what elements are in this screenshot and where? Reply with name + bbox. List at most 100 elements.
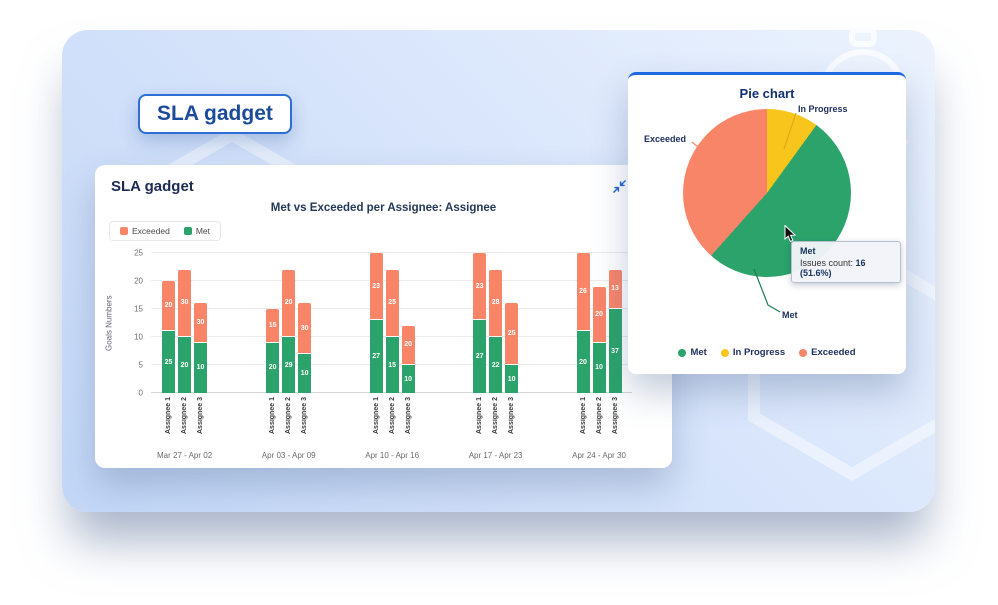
pie-label-met: Met <box>782 310 798 320</box>
y-tick-label: 0 <box>138 388 143 398</box>
stacked-bar[interactable]: 13 37 <box>608 269 622 393</box>
legend-item[interactable]: Met <box>183 226 210 236</box>
met-segment[interactable]: 15 <box>385 337 399 393</box>
legend-swatch <box>120 227 128 235</box>
stacked-bar[interactable]: 20 29 <box>282 269 296 393</box>
stacked-bar[interactable]: 25 10 <box>505 303 519 393</box>
exceeded-segment[interactable]: 28 <box>489 269 503 337</box>
stacked-bar[interactable]: 23 27 <box>473 253 487 393</box>
legend-label: Met <box>690 347 707 358</box>
assignee-label: Assignee 2 <box>492 397 500 434</box>
y-tick-label: 5 <box>138 360 143 370</box>
exceeded-segment[interactable]: 25 <box>505 303 519 365</box>
met-segment[interactable]: 29 <box>282 337 296 393</box>
tooltip-value: 16 (51.6%) <box>800 258 866 278</box>
grid-line: 25 <box>134 249 632 258</box>
legend-item[interactable]: Exceeded <box>799 347 856 358</box>
assignee-label: Assignee 2 <box>595 397 603 434</box>
y-axis-label: Goals Numbers <box>104 295 114 351</box>
legend-label: Exceeded <box>811 347 856 358</box>
pie-label-in-progress: In Progress <box>798 104 848 114</box>
assignee-label: Assignee 1 <box>579 397 587 434</box>
met-segment[interactable]: 20 <box>576 331 590 393</box>
met-segment[interactable]: 27 <box>473 320 487 393</box>
bar-group: 20 25 30 20 30 10 Assignee 1 Assignee 2 Assignee… <box>157 253 212 460</box>
bar-group: 23 27 28 22 25 10 Assignee 1 Assignee 2 Assignee… <box>469 253 523 460</box>
exceeded-segment[interactable]: 25 <box>385 269 399 337</box>
collapse-icon[interactable] <box>612 179 627 194</box>
stacked-bar[interactable]: 23 27 <box>369 253 383 393</box>
y-tick-label: 15 <box>134 304 143 314</box>
exceeded-segment[interactable]: 20 <box>401 325 415 365</box>
legend-item[interactable]: In Progress <box>720 347 786 358</box>
y-tick-label: 25 <box>134 248 143 258</box>
assignee-label: Assignee 2 <box>181 397 189 434</box>
legend-label: Met <box>195 226 210 236</box>
bar-group: 15 20 20 29 30 10 Assignee 1 Assignee 2 Assignee… <box>262 253 316 460</box>
exceeded-segment[interactable]: 20 <box>162 281 176 332</box>
assignee-label: Assignee 1 <box>372 397 380 434</box>
met-segment[interactable]: 22 <box>489 337 503 393</box>
tooltip-title: Met <box>800 246 816 256</box>
stacked-bar[interactable]: 30 10 <box>194 303 208 393</box>
week-category-label: Mar 27 - Apr 02 <box>157 451 213 460</box>
exceeded-segment[interactable]: 15 <box>266 309 280 343</box>
stacked-bar[interactable]: 30 20 <box>178 269 192 393</box>
exceeded-segment[interactable]: 23 <box>369 253 383 321</box>
met-segment[interactable]: 10 <box>298 353 312 393</box>
stacked-bar[interactable]: 15 20 <box>266 309 280 393</box>
met-segment[interactable]: 27 <box>369 320 383 393</box>
met-segment[interactable]: 10 <box>194 342 208 393</box>
assignee-label: Assignee 1 <box>476 397 484 434</box>
met-segment[interactable]: 10 <box>592 342 606 393</box>
assignee-label: Assignee 3 <box>404 397 412 434</box>
assignee-label: Assignee 3 <box>197 397 205 434</box>
bar-chart-plot: Goals Numbers 0 5 10 15 20 25 20 25 30 20 30 10 Ass… <box>105 249 632 460</box>
stacked-bar[interactable]: 25 15 <box>385 269 399 393</box>
assignee-label: Assignee 1 <box>269 397 277 434</box>
legend-label: Exceeded <box>132 226 170 236</box>
assignee-label: Assignee 2 <box>388 397 396 434</box>
exceeded-segment[interactable]: 30 <box>178 269 192 337</box>
stacked-bar[interactable]: 26 20 <box>576 253 590 393</box>
exceeded-segment[interactable]: 13 <box>608 269 622 309</box>
exceeded-segment[interactable]: 26 <box>576 253 590 332</box>
bar-group: 23 27 25 15 20 10 Assignee 1 Assignee 2 Assignee… <box>365 253 419 460</box>
exceeded-segment[interactable]: 20 <box>282 269 296 337</box>
bar-groups: 20 25 30 20 30 10 Assignee 1 Assignee 2 Assignee… <box>151 253 632 460</box>
legend-swatch <box>183 227 192 235</box>
assignee-label: Assignee 3 <box>611 397 619 434</box>
met-segment[interactable]: 25 <box>162 331 176 393</box>
exceeded-segment[interactable]: 30 <box>194 303 208 343</box>
bar-chart-title: Met vs Exceeded per Assignee: Assignee <box>270 202 497 214</box>
pie-chart-area: In Progress Exceeded Met Met Issues coun… <box>628 101 906 333</box>
legend-item[interactable]: Met <box>678 347 707 358</box>
exceeded-segment[interactable]: 30 <box>298 303 312 354</box>
legend-swatch <box>799 348 808 357</box>
stacked-bar[interactable]: 30 10 <box>298 303 312 393</box>
met-segment[interactable]: 10 <box>401 365 415 393</box>
stacked-bar[interactable]: 20 25 <box>162 281 176 393</box>
stacked-bar[interactable]: 20 10 <box>401 325 415 393</box>
legend-item[interactable]: Exceeded <box>120 226 170 236</box>
met-segment[interactable]: 20 <box>178 337 192 393</box>
y-tick-label: 20 <box>134 276 143 286</box>
legend-swatch <box>678 348 687 357</box>
legend-label: In Progress <box>732 347 786 358</box>
assignee-label: Assignee 3 <box>508 397 516 434</box>
sla-gadget-badge: SLA gadget <box>138 94 292 134</box>
stacked-bar[interactable]: 20 10 <box>592 286 606 393</box>
met-segment[interactable]: 20 <box>266 342 280 393</box>
exceeded-segment[interactable]: 20 <box>592 286 606 343</box>
pie-label-exceeded: Exceeded <box>644 134 687 144</box>
assignee-label: Assignee 3 <box>301 397 309 434</box>
week-category-label: Apr 17 - Apr 23 <box>468 451 523 460</box>
pie-tooltip: Met Issues count: 16 (51.6%) <box>791 241 901 283</box>
bar-chart-legend: Exceeded Met <box>109 221 221 241</box>
pie-card-title: Pie chart <box>739 86 795 101</box>
met-segment[interactable]: 37 <box>608 309 622 393</box>
met-segment[interactable]: 10 <box>505 365 519 393</box>
exceeded-segment[interactable]: 23 <box>473 253 487 321</box>
stacked-bar[interactable]: 28 22 <box>489 269 503 393</box>
